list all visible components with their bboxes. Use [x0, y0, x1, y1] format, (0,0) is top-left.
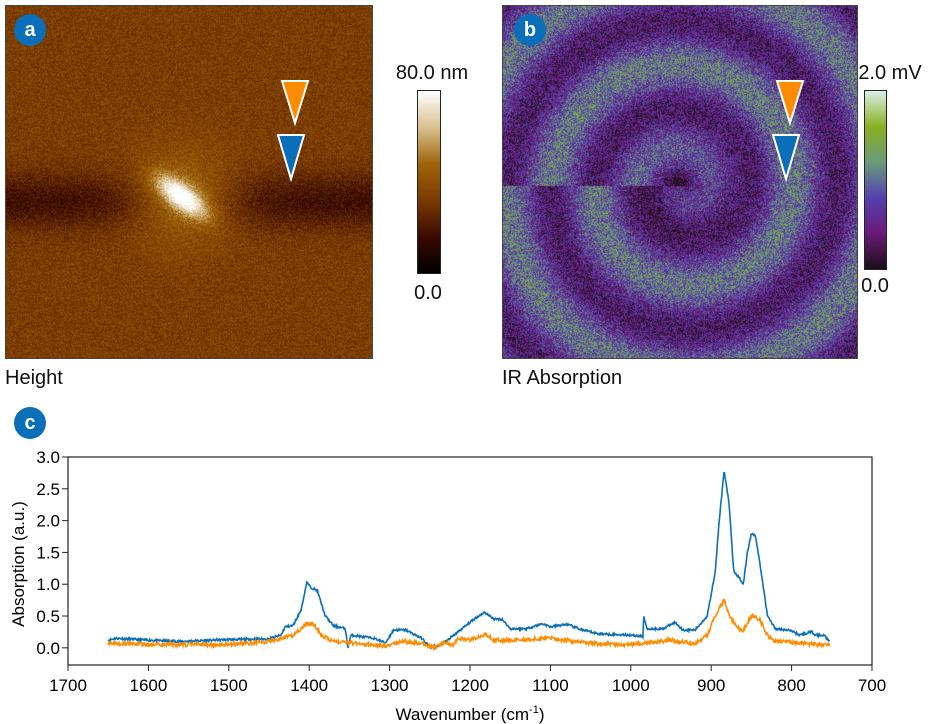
spectrum-series-blue	[107, 471, 831, 650]
panel-a-caption: Height	[5, 367, 63, 389]
y-tick-label: 0.5	[36, 607, 60, 626]
x-tick-label: 1100	[532, 676, 569, 695]
plot-frame	[67, 456, 873, 666]
height-scale-min: 0.0	[414, 282, 442, 304]
ir-scale-max: 2.0 mV	[858, 62, 922, 84]
spectrum-series-orange	[107, 598, 831, 652]
panel-b-badge: b	[514, 14, 546, 46]
orange-marker-icon	[775, 80, 805, 127]
y-tick-label: 2.5	[36, 480, 60, 499]
spectrum-chart: 1700 1600 1500 1400 1300 1200 1100 1000 900 800 70…	[9, 448, 886, 724]
orange-marker-icon	[280, 80, 310, 127]
y-axis-label: Absorption (a.u.)	[9, 501, 28, 627]
x-tick-label: 900	[697, 676, 725, 695]
x-tick-label: 800	[777, 676, 805, 695]
x-tick-label: 1300	[371, 676, 409, 695]
x-tick-label: 1400	[290, 676, 328, 695]
panel-b-caption: IR Absorption	[502, 367, 623, 389]
x-tick-label: 1600	[129, 676, 167, 695]
y-tick-label: 3.0	[36, 448, 60, 467]
panel-b-markers	[771, 80, 805, 183]
panel-a-markers	[276, 80, 310, 183]
panel-a-badge: a	[14, 14, 46, 46]
ir-colorbar	[864, 90, 887, 270]
blue-marker-icon	[771, 134, 801, 183]
panel-c-badge: c	[14, 407, 46, 439]
x-axis-label: Wavenumber (cm-1)	[396, 704, 545, 724]
x-tick-label: 700	[858, 676, 886, 695]
x-tick-label: 1000	[612, 676, 650, 695]
blue-marker-icon	[276, 134, 306, 183]
ir-scale-min: 0.0	[861, 275, 889, 297]
x-tick-label: 1200	[451, 676, 489, 695]
height-map-image	[5, 5, 373, 359]
x-tick-label: 1500	[210, 676, 248, 695]
y-tick-label: 0.0	[36, 639, 60, 658]
ir-absorption-map-image	[502, 5, 858, 359]
y-tick-label: 1.5	[36, 543, 60, 562]
x-tick-label: 1700	[49, 676, 87, 695]
y-tick-label: 2.0	[36, 512, 60, 531]
height-scale-max: 80.0 nm	[395, 62, 469, 84]
height-colorbar	[417, 90, 441, 274]
y-tick-label: 1.0	[36, 575, 60, 594]
